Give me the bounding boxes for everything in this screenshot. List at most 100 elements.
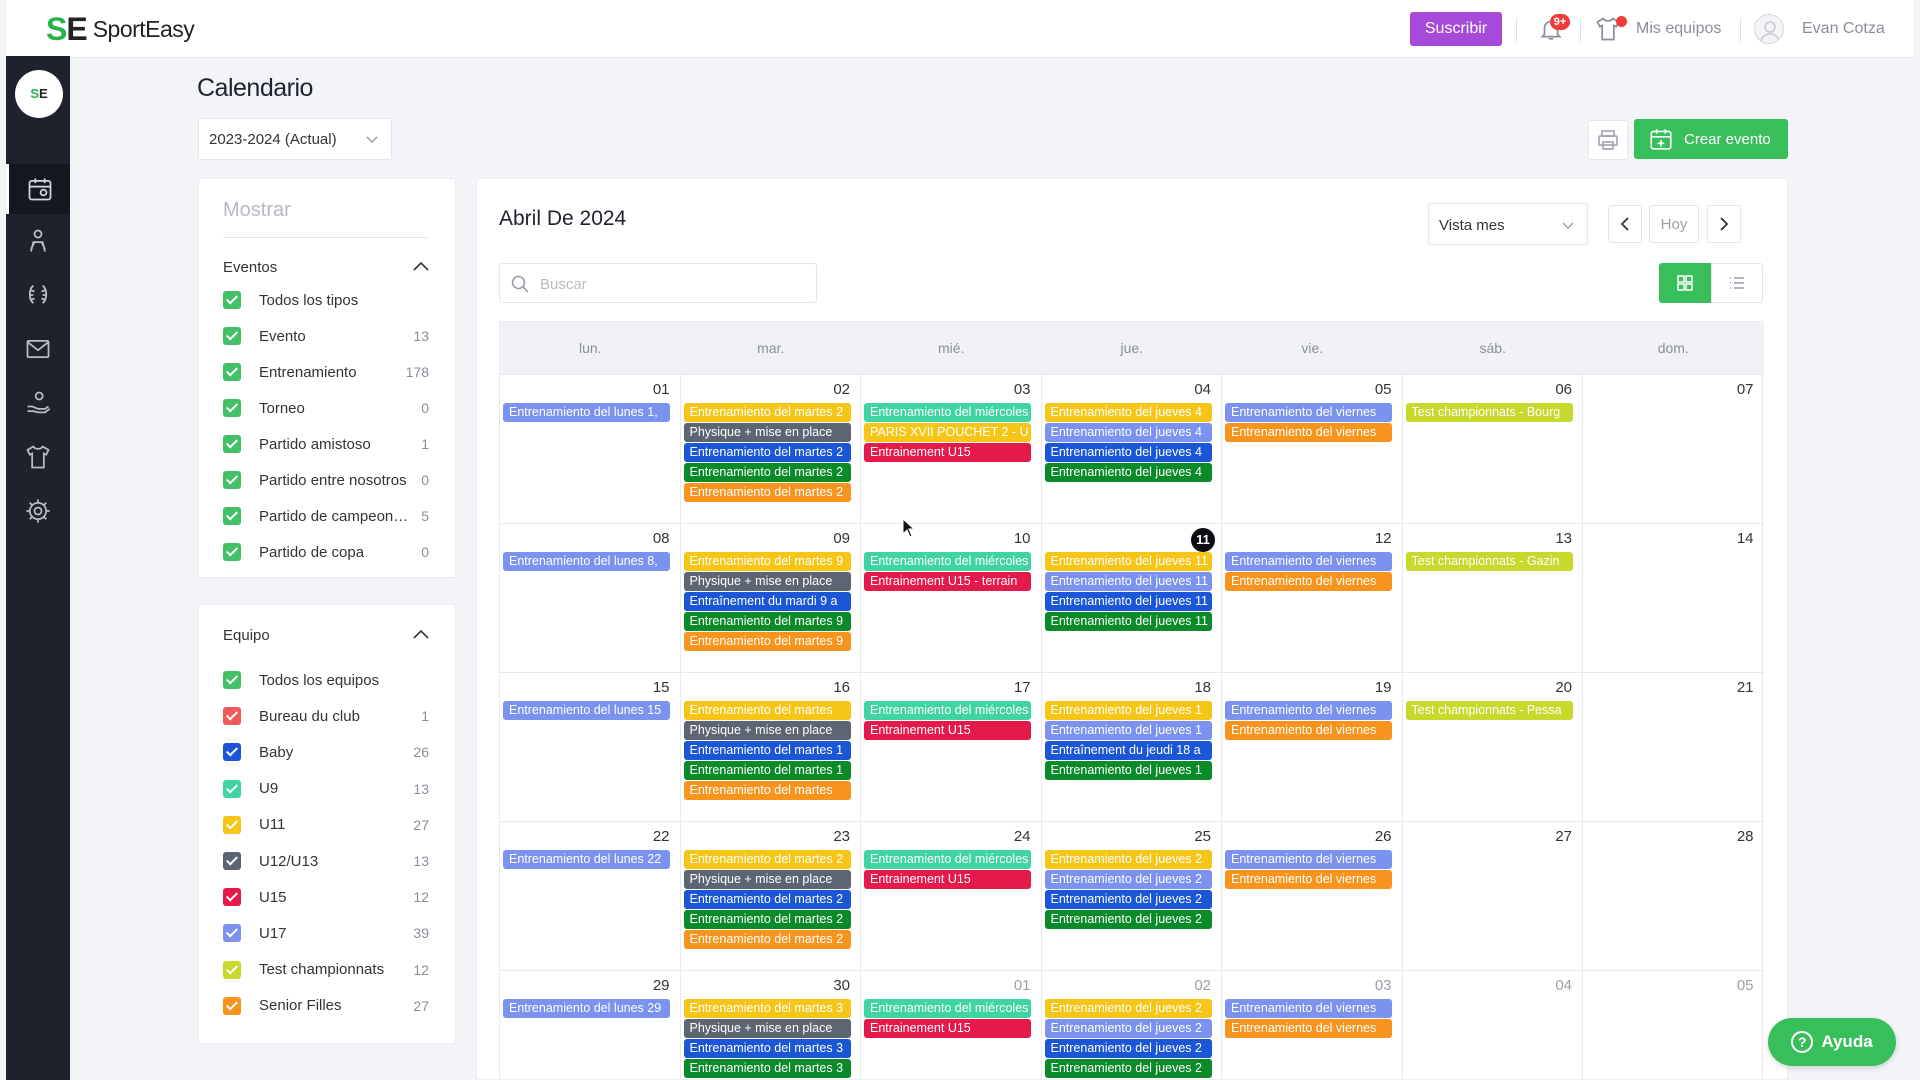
event-chip[interactable]: Entrenamiento del miércoles: [864, 701, 1031, 720]
calendar-day[interactable]: 23 Entrenamiento del martes 2 Physique + m…: [681, 822, 861, 971]
event-chip[interactable]: Entrenamiento del jueves 2: [1044, 1019, 1212, 1038]
user-name[interactable]: Evan Cotza: [1802, 20, 1885, 37]
today-button[interactable]: Hoy: [1649, 205, 1699, 243]
filter-item[interactable]: Test championnats 12: [223, 959, 429, 981]
filter-item[interactable]: Partido de copa 0: [223, 541, 429, 563]
event-chip[interactable]: Entrenamiento del viernes: [1225, 721, 1392, 740]
club-logo[interactable]: SE: [15, 70, 63, 118]
calendar-day[interactable]: 13 Test championnats - Gazin: [1403, 524, 1583, 673]
calendar-day[interactable]: 07: [1583, 375, 1764, 524]
calendar-day[interactable]: 05 Entrenamiento del viernes Entrenamiento…: [1222, 375, 1403, 524]
calendar-day[interactable]: 08 Entrenamiento del lunes 8,: [500, 524, 681, 673]
event-chip[interactable]: Entrenamiento del jueves 2: [1044, 850, 1212, 869]
event-chip[interactable]: Entrenamiento del miércoles: [864, 552, 1031, 571]
event-chip[interactable]: Entrenamiento del jueves 2: [1044, 910, 1212, 929]
event-chip[interactable]: Entrenamiento del jueves 1: [1044, 721, 1212, 740]
filter-item[interactable]: Entrenamiento 178: [223, 361, 429, 383]
calendar-day[interactable]: 20 Test championnats - Pessa: [1403, 673, 1583, 822]
filter-checkbox[interactable]: [223, 996, 241, 1015]
calendar-day[interactable]: 14: [1583, 524, 1764, 673]
event-chip[interactable]: Entrenamiento del martes 3: [683, 1039, 851, 1058]
event-chip[interactable]: Entrenamiento del viernes: [1225, 403, 1392, 422]
event-chip[interactable]: Entrenamiento del martes 2: [683, 930, 851, 949]
calendar-day[interactable]: 05: [1583, 971, 1764, 1080]
filter-item[interactable]: U15 12: [223, 886, 429, 908]
calendar-day[interactable]: 21: [1583, 673, 1764, 822]
event-chip[interactable]: Entrenamiento del martes 2: [683, 890, 851, 909]
event-chip[interactable]: Entrenamiento del jueves 4: [1044, 463, 1212, 482]
event-chip[interactable]: Test championnats - Gazin: [1405, 552, 1573, 571]
nav-calendar[interactable]: [6, 164, 70, 214]
filter-item[interactable]: Todos los tipos: [223, 289, 429, 311]
filter-checkbox[interactable]: [223, 707, 241, 726]
filter-checkbox[interactable]: [223, 471, 241, 489]
nav-teams[interactable]: [6, 432, 70, 482]
filter-item[interactable]: Baby 26: [223, 741, 429, 763]
nav-stats[interactable]: [6, 270, 70, 320]
event-chip[interactable]: Entrenamiento del martes 2: [683, 483, 851, 502]
event-chip[interactable]: Entrenamiento del jueves 11: [1044, 612, 1212, 631]
filter-item[interactable]: U9 13: [223, 778, 429, 800]
event-chip[interactable]: Physique + mise en place: [683, 721, 851, 740]
event-chip[interactable]: Entrenamiento del viernes: [1225, 850, 1392, 869]
event-chip[interactable]: Entrenamiento del martes 2: [683, 403, 851, 422]
search-input[interactable]: [540, 274, 800, 294]
filter-checkbox[interactable]: [223, 743, 241, 762]
calendar-day[interactable]: 10 Entrenamiento del miércoles Entrainemen…: [861, 524, 1042, 673]
filter-item[interactable]: Partido amistoso 1: [223, 433, 429, 455]
event-chip[interactable]: Entrenamiento del miércoles: [864, 999, 1031, 1018]
event-chip[interactable]: Entrenamiento del jueves 2: [1044, 870, 1212, 889]
calendar-day[interactable]: 17 Entrenamiento del miércoles Entrainemen…: [861, 673, 1042, 822]
event-chip[interactable]: Entrainement U15 - terrain: [864, 572, 1031, 591]
event-chip[interactable]: Entrenamiento del martes: [683, 701, 851, 720]
event-chip[interactable]: Entrenamiento del martes 1: [683, 761, 851, 780]
nav-messages[interactable]: [6, 324, 70, 374]
event-chip[interactable]: Entrenamiento del viernes: [1225, 1019, 1392, 1038]
calendar-day[interactable]: 02 Entrenamiento del jueves 2 Entrenamient…: [1042, 971, 1222, 1080]
event-chip[interactable]: Entrainement U15: [864, 1019, 1031, 1038]
nav-members[interactable]: [6, 216, 70, 266]
event-chip[interactable]: Test championnats - Pessa: [1405, 701, 1573, 720]
calendar-day[interactable]: 06 Test championnats - Bourg: [1403, 375, 1583, 524]
calendar-day[interactable]: 12 Entrenamiento del viernes Entrenamiento…: [1222, 524, 1403, 673]
event-chip[interactable]: Entrenamiento del jueves 11: [1044, 592, 1212, 611]
filter-item[interactable]: Torneo 0: [223, 397, 429, 419]
list-view-button[interactable]: [1711, 263, 1763, 303]
create-event-button[interactable]: Crear evento: [1634, 119, 1788, 159]
calendar-day[interactable]: 03 Entrenamiento del miércoles PARIS XVII …: [861, 375, 1042, 524]
event-chip[interactable]: Entrenamiento del lunes 8,: [503, 552, 670, 571]
filter-item[interactable]: U11 27: [223, 814, 429, 836]
filter-item[interactable]: Todos los equipos: [223, 669, 429, 691]
event-chip[interactable]: Entrainement U15: [864, 721, 1031, 740]
nav-settings[interactable]: [6, 486, 70, 536]
filter-checkbox[interactable]: [223, 779, 241, 798]
filter-checkbox[interactable]: [223, 888, 241, 907]
filter-checkbox[interactable]: [223, 543, 241, 561]
my-teams-link[interactable]: Mis equipos: [1636, 20, 1722, 37]
calendar-day[interactable]: 04 Entrenamiento del jueves 4 Entrenamient…: [1042, 375, 1222, 524]
calendar-day[interactable]: 19 Entrenamiento del viernes Entrenamiento…: [1222, 673, 1403, 822]
calendar-day[interactable]: 03 Entrenamiento del viernes Entrenamiento…: [1222, 971, 1403, 1080]
filter-item[interactable]: U17 39: [223, 922, 429, 944]
subscribe-button[interactable]: Suscribir: [1410, 12, 1502, 46]
filter-checkbox[interactable]: [223, 327, 241, 345]
nav-payments[interactable]: [6, 378, 70, 428]
event-chip[interactable]: Entrenamiento del martes 2: [683, 850, 851, 869]
event-chip[interactable]: Entrenamiento del jueves 2: [1044, 890, 1212, 909]
event-chip[interactable]: Entrenamiento del martes 3: [683, 1059, 851, 1078]
event-chip[interactable]: Test championnats - Bourg: [1405, 403, 1573, 422]
event-chip[interactable]: Entrenamiento del viernes: [1225, 572, 1392, 591]
user-avatar-icon[interactable]: [1754, 14, 1784, 44]
calendar-day[interactable]: 01 Entrenamiento del miércoles Entrainemen…: [861, 971, 1042, 1080]
calendar-day[interactable]: 11 Entrenamiento del jueves 11 Entrenamien…: [1042, 524, 1222, 673]
event-chip[interactable]: Entrenamiento del jueves 2: [1044, 1059, 1212, 1078]
help-button[interactable]: ? Ayuda: [1768, 1018, 1896, 1066]
app-logo[interactable]: SE SportEasy: [46, 13, 195, 45]
event-chip[interactable]: Entrenamiento del jueves 4: [1044, 423, 1212, 442]
event-chip[interactable]: Entrenamiento del viernes: [1225, 870, 1392, 889]
event-chip[interactable]: Entrenamiento del martes 9: [683, 632, 851, 651]
filter-item[interactable]: Partido entre nosotros 0: [223, 469, 429, 491]
event-chip[interactable]: Entrenamiento del martes 1: [683, 741, 851, 760]
calendar-day[interactable]: 09 Entrenamiento del martes 9 Physique + m…: [681, 524, 861, 673]
event-chip[interactable]: Entrenamiento del jueves 1: [1044, 761, 1212, 780]
